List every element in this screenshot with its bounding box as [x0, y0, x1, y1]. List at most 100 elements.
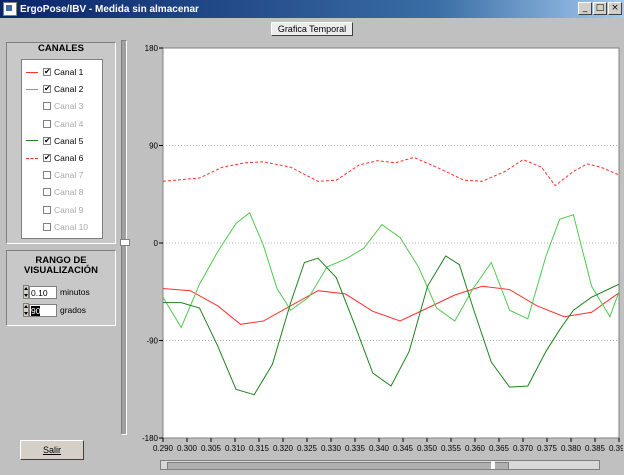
range-group-title: RANGO DE VISUALIZACIÓN: [7, 256, 115, 276]
exit-button-label: Salir: [42, 445, 61, 455]
title-bar: ErgoPose/IBV - Medida sin almacenar _ □ …: [0, 0, 624, 18]
channel-checkbox[interactable]: [43, 171, 51, 180]
minutes-unit-label: minutos: [60, 287, 90, 297]
channel-color-swatch: [26, 157, 38, 159]
degrees-unit-label: grados: [60, 305, 86, 315]
channel-color-swatch: [26, 192, 38, 193]
x-tick-label: 0.325: [297, 444, 318, 453]
y-tick-label: 180: [145, 44, 159, 53]
channel-item[interactable]: Canal 7: [22, 167, 102, 183]
channel-label: Canal 6: [54, 153, 84, 163]
x-tick-label: 0.310: [225, 444, 246, 453]
tab-grafica-temporal[interactable]: Grafica Temporal: [270, 22, 354, 36]
channel-label: Canal 9: [54, 204, 84, 215]
x-tick-label: 0.390: [609, 444, 623, 453]
x-tick-label: 0.380: [561, 444, 582, 453]
channel-label: Canal 7: [54, 170, 84, 181]
channel-label: Canal 3: [54, 101, 84, 112]
window-controls: _ □ ×: [578, 2, 622, 15]
channel-color-swatch: [26, 209, 38, 210]
x-tick-label: 0.300: [177, 444, 198, 453]
x-tick-label: 0.315: [249, 444, 270, 453]
x-tick-label: 0.340: [369, 444, 390, 453]
series-line-canal-2: [162, 211, 620, 329]
channel-item[interactable]: ✔ Canal 6: [22, 150, 102, 166]
channel-checkbox[interactable]: [43, 222, 51, 231]
degrees-input[interactable]: 90: [29, 303, 57, 317]
vertical-splitter[interactable]: [120, 40, 130, 435]
channel-item[interactable]: Canal 4: [22, 116, 102, 132]
minutes-input[interactable]: 0.10: [29, 285, 57, 299]
channel-list: ✔ Canal 1 ✔ Canal 2 Canal 3 Canal 4 ✔ Canal 5 ✔ C…: [21, 59, 103, 239]
channel-checkbox[interactable]: ✔: [43, 135, 51, 145]
x-tick-label: 0.360: [465, 444, 486, 453]
channel-label: Canal 5: [54, 135, 84, 146]
y-tick-label: 0: [154, 239, 159, 248]
channel-label: Canal 8: [54, 187, 84, 198]
scrollbar-marker: [491, 461, 495, 469]
channel-checkbox[interactable]: ✔: [43, 153, 51, 162]
x-tick-label: 0.330: [321, 444, 342, 453]
exit-button[interactable]: Salir: [20, 440, 84, 460]
x-tick-label: 0.290: [153, 444, 174, 453]
x-tick-label: 0.305: [201, 444, 222, 453]
horizontal-scrollbar[interactable]: [160, 460, 600, 470]
y-tick-label: 90: [149, 142, 158, 151]
maximize-button[interactable]: □: [593, 2, 607, 15]
range-group: RANGO DE VISUALIZACIÓN 0.10 minutos 90 g…: [6, 250, 116, 326]
channel-color-swatch: [26, 226, 38, 227]
channel-item[interactable]: Canal 3: [22, 98, 102, 114]
channel-checkbox[interactable]: ✔: [43, 84, 51, 94]
y-tick-label: -180: [142, 434, 159, 443]
channel-color-swatch: [26, 71, 38, 73]
series-line-canal-1: [162, 285, 620, 325]
minimize-button[interactable]: _: [578, 2, 592, 15]
x-tick-label: 0.370: [513, 444, 534, 453]
x-tick-label: 0.335: [345, 444, 366, 453]
channel-color-swatch: [26, 106, 38, 107]
degrees-row: 90 grados: [23, 303, 86, 317]
channel-checkbox[interactable]: ✔: [43, 67, 51, 76]
channel-label: Canal 2: [54, 84, 84, 95]
channel-label: Canal 4: [54, 118, 84, 129]
channel-color-swatch: [26, 88, 38, 90]
channel-item[interactable]: ✔ Canal 5: [22, 133, 102, 149]
close-button[interactable]: ×: [608, 2, 622, 15]
chart-header: Grafica Temporal: [0, 22, 624, 36]
channels-group-title: CANALES: [38, 43, 84, 54]
splitter-handle[interactable]: [120, 239, 130, 246]
minutes-spinner[interactable]: [23, 285, 29, 299]
range-title-line1: RANGO DE: [35, 255, 87, 266]
app-icon: [3, 2, 17, 16]
minutes-row: 0.10 minutos: [23, 285, 90, 299]
x-tick-label: 0.365: [489, 444, 510, 453]
channel-checkbox[interactable]: [43, 102, 51, 111]
channel-color-swatch: [26, 123, 38, 124]
channel-checkbox[interactable]: [43, 119, 51, 128]
channel-item[interactable]: ✔ Canal 1: [22, 64, 102, 80]
channel-checkbox[interactable]: [43, 205, 51, 214]
degrees-value: 90: [31, 305, 41, 316]
channel-label: Canal 10: [54, 221, 89, 232]
x-tick-label: 0.345: [393, 444, 414, 453]
channel-item[interactable]: Canal 9: [22, 202, 102, 218]
channel-item[interactable]: Canal 10: [22, 219, 102, 235]
channel-item[interactable]: ✔ Canal 2: [22, 81, 102, 97]
channel-label: Canal 1: [54, 67, 84, 77]
y-tick-label: -90: [146, 337, 158, 346]
channel-checkbox[interactable]: [43, 188, 51, 197]
channel-color-swatch: [26, 140, 38, 142]
x-tick-label: 0.320: [273, 444, 294, 453]
channels-group: CANALES ✔ Canal 1 ✔ Canal 2 Canal 3 Canal 4 ✔ C…: [6, 42, 116, 244]
series-line-canal-5: [163, 255, 620, 396]
channel-color-swatch: [26, 175, 38, 176]
x-tick-label: 0.350: [417, 444, 438, 453]
chart-area: 180 90 0 -90 -180 0.290 0.300 0.305 0.310 0.315 0.…: [135, 40, 624, 460]
x-tick-label: 0.375: [537, 444, 558, 453]
x-tick-label: 0.355: [441, 444, 462, 453]
channel-item[interactable]: Canal 8: [22, 184, 102, 200]
degrees-spinner[interactable]: [23, 303, 29, 317]
x-tick-label: 0.385: [585, 444, 606, 453]
scrollbar-thumb[interactable]: [167, 462, 509, 470]
